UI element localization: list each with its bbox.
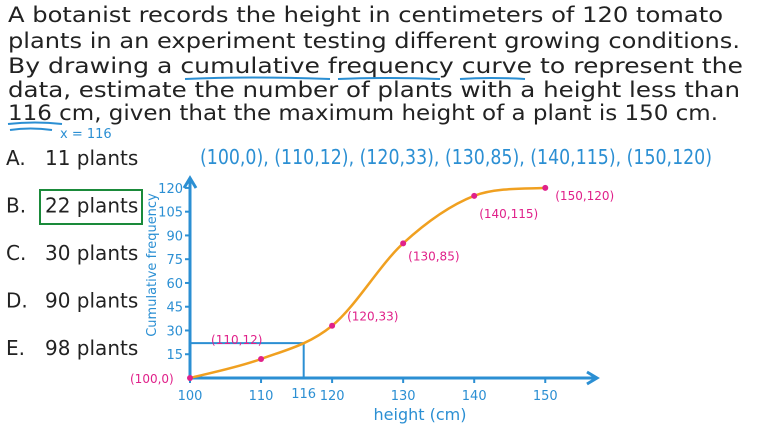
x-tick-label: 100 [178, 389, 203, 404]
point-label: (140,115) [479, 207, 538, 221]
y-tick-label: 120 [158, 182, 183, 197]
question-line: By drawing a cumulative frequency curve … [8, 54, 743, 78]
point [542, 184, 549, 191]
annotation: x = 116 [60, 127, 112, 142]
point [471, 192, 478, 199]
question: A botanist records the height in centime… [8, 3, 743, 125]
option-letter: D. [6, 289, 28, 313]
point-label: (120,33) [347, 310, 398, 324]
point-label: (150,120) [555, 189, 614, 203]
points-text: (100,0), (110,12), (120,33), (130,85), (… [200, 145, 712, 169]
option-text: 90 plants [45, 289, 138, 313]
y-tick-label: 90 [166, 229, 183, 244]
options: A. 11 plants B. 22 plants C. 30 plants D. 90 pl… [6, 146, 143, 360]
y-tick-label: 30 [166, 324, 183, 339]
option-text: 30 plants [45, 241, 138, 265]
chart: 100 110 120 130 140 150 15 30 45 60 75 90 105 120 heig… [130, 175, 614, 424]
x-tick-label: 140 [462, 389, 487, 404]
question-line: data, estimate the number of plants with… [8, 78, 740, 102]
y-tick-label: 75 [166, 253, 183, 268]
underline [7, 121, 63, 131]
point-label: (100,0) [130, 372, 174, 386]
reading-label: 116 [291, 387, 316, 402]
point-label: (110,12) [211, 333, 262, 347]
y-tick-label: 15 [166, 348, 183, 363]
y-arrow [182, 175, 198, 189]
x-axis-label: height (cm) [374, 405, 467, 424]
underline [184, 76, 526, 80]
option-text: 98 plants [45, 336, 138, 360]
point [187, 375, 193, 381]
y-tick-label: 105 [158, 206, 183, 221]
x-tick-label: 120 [320, 389, 345, 404]
x-arrow [586, 370, 600, 386]
x-tick-label: 150 [533, 389, 558, 404]
y-tick-label: 45 [166, 301, 183, 316]
option-letter: E. [6, 336, 25, 360]
answer-box [39, 189, 143, 225]
underlines [7, 76, 526, 131]
option-letter: A. [6, 146, 26, 170]
y-tick-label: 60 [166, 277, 183, 292]
option-letter: C. [6, 241, 26, 265]
option-text: 22 plants [45, 194, 138, 218]
point [258, 355, 265, 362]
question-line: 116 cm, given that the maximum height of… [8, 101, 718, 125]
option-text: 11 plants [45, 146, 138, 170]
option-letter: B. [6, 194, 26, 218]
question-line: A botanist records the height in centime… [8, 3, 723, 27]
question-line: plants in an experiment testing differen… [8, 29, 740, 53]
point-label: (130,85) [408, 249, 459, 263]
x-tick-label: 130 [391, 389, 416, 404]
y-axis-label: Cumulative frequency [145, 193, 160, 337]
x-tick-label: 110 [249, 389, 274, 404]
point [400, 240, 407, 247]
point [329, 322, 336, 329]
